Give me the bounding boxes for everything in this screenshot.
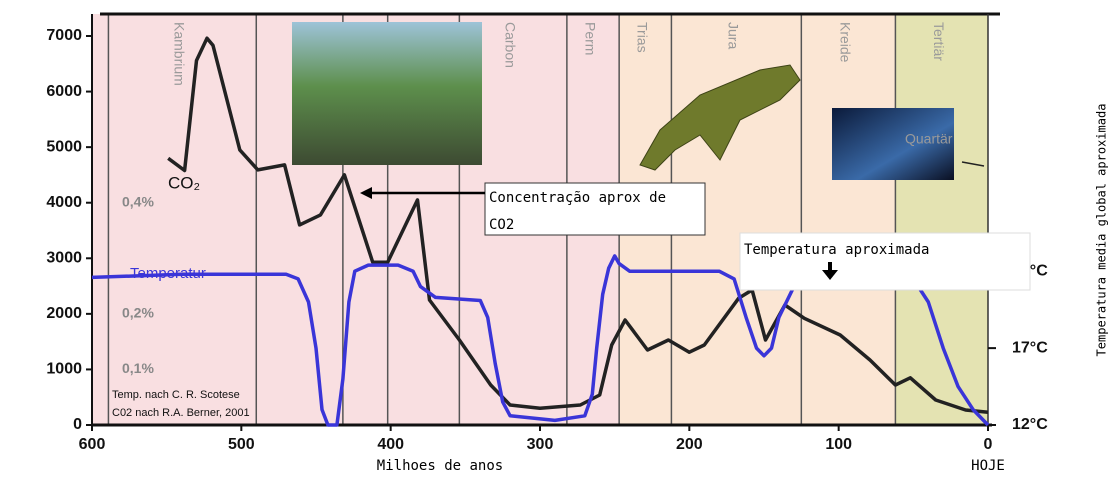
chart: KambriumOrdoviziumSilurDevonCarbonPermTr… [0, 0, 1113, 479]
period-label: Tertiär [931, 22, 947, 61]
period-band [895, 14, 988, 425]
co2-share-label: 0,1% [122, 360, 154, 376]
co2-share-label: 0,2% [122, 305, 154, 321]
period-label: Quartär [905, 131, 953, 147]
y-tick-label: 3000 [46, 250, 82, 267]
source-note: C02 nach R.A. Berner, 2001 [112, 407, 250, 419]
y-tick-label: 4000 [46, 194, 82, 211]
x-axis-title: Milhoes de anos [377, 458, 503, 474]
x-end-label: HOJE [971, 458, 1005, 474]
source-note: Temp. nach C. R. Scotese [112, 389, 240, 401]
y2-tick-label: 12°C [1012, 416, 1048, 433]
x-tick-label: 600 [79, 436, 106, 453]
y-tick-label: 1000 [46, 361, 82, 378]
period-label: Kreide [838, 22, 854, 63]
co2-share-label: 0,4% [122, 193, 154, 209]
annotation: CO2 [489, 217, 514, 233]
x-tick-label: 500 [228, 436, 255, 453]
series-label: Temperatur [130, 265, 206, 282]
x-tick-label: 400 [377, 436, 404, 453]
y-tick-label: 6000 [46, 83, 82, 100]
period-label: Perm [582, 22, 598, 55]
y2-axis-title: Temperatura media global aproximada [1095, 104, 1109, 357]
y-tick-label: 7000 [46, 27, 82, 44]
period-label: Kambrium [172, 22, 188, 86]
forest-image [292, 22, 482, 165]
period-label: Carbon [502, 22, 518, 68]
x-tick-label: 300 [527, 436, 554, 453]
x-tick-label: 200 [676, 436, 703, 453]
annotation: Temperatura aproximada [744, 242, 929, 258]
period-band [801, 14, 895, 425]
y-tick-label: 2000 [46, 305, 82, 322]
y-tick-label: 0 [73, 416, 82, 433]
x-tick-label: 100 [825, 436, 852, 453]
x-tick-label: 0 [984, 436, 993, 453]
annotation: Concentração aprox de [489, 190, 666, 206]
y2-tick-label: 17°C [1012, 339, 1048, 356]
period-label: Trias [635, 22, 651, 53]
band [92, 14, 108, 425]
period-label: Jura [726, 22, 742, 49]
series-label: CO₂ [168, 173, 200, 192]
y-tick-label: 5000 [46, 138, 82, 155]
